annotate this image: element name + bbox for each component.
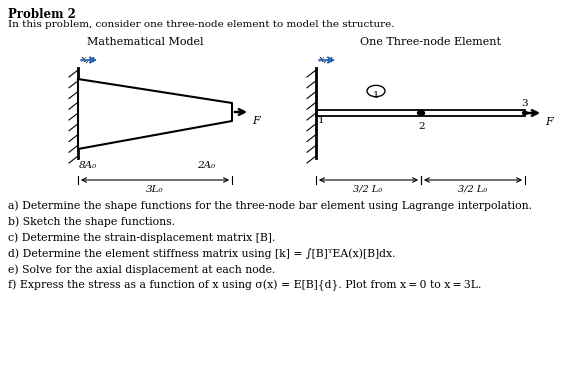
- Text: b) Sketch the shape functions.: b) Sketch the shape functions.: [8, 216, 175, 226]
- Text: Problem 2: Problem 2: [8, 8, 76, 21]
- Text: 1: 1: [373, 91, 379, 99]
- Text: e) Solve for the axial displacement at each node.: e) Solve for the axial displacement at e…: [8, 264, 275, 275]
- Text: F: F: [252, 116, 260, 126]
- Circle shape: [523, 112, 527, 115]
- Text: f) Express the stress as a function of x using σ(x) = E[B]{d}. Plot from x = 0 t: f) Express the stress as a function of x…: [8, 280, 481, 291]
- Text: F: F: [545, 117, 553, 127]
- Text: 3: 3: [521, 99, 528, 108]
- Text: 3/2 L₀: 3/2 L₀: [459, 185, 488, 194]
- Circle shape: [417, 111, 424, 115]
- Text: 2: 2: [418, 122, 425, 131]
- Text: x,u: x,u: [81, 55, 96, 64]
- Text: 1: 1: [318, 116, 325, 125]
- Text: x,u: x,u: [319, 55, 334, 64]
- Text: 3L₀: 3L₀: [146, 185, 164, 194]
- Text: a) Determine the shape functions for the three-node bar element using Lagrange i: a) Determine the shape functions for the…: [8, 200, 532, 211]
- Polygon shape: [78, 79, 232, 149]
- Text: 2A₀: 2A₀: [197, 161, 215, 170]
- Text: One Three-node Element: One Three-node Element: [360, 37, 501, 47]
- Text: d) Determine the element stiffness matrix using [k] = ∫[B]ᵀEA(x)[B]dx.: d) Determine the element stiffness matri…: [8, 248, 396, 259]
- Text: 8A₀: 8A₀: [79, 161, 97, 170]
- Text: Mathematical Model: Mathematical Model: [87, 37, 203, 47]
- Text: In this problem, consider one three-node element to model the structure.: In this problem, consider one three-node…: [8, 20, 395, 29]
- Text: 3/2 L₀: 3/2 L₀: [353, 185, 382, 194]
- Text: c) Determine the strain‐displacement matrix [B].: c) Determine the strain‐displacement mat…: [8, 232, 275, 243]
